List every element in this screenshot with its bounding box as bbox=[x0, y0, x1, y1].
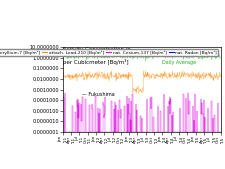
Text: — Fukushima: — Fukushima bbox=[82, 92, 115, 97]
Text: Activity Concentration in
Ground-Level Air in Becquerel
per Cubicmeter [Bq/m³]: Activity Concentration in Ground-Level A… bbox=[63, 47, 145, 65]
Legend: natural Beryllium-7 [Bq/m³], attach. Lead-210 [Bq/m³], nat. Cesium-137 [Bq/m³], : natural Beryllium-7 [Bq/m³], attach. Lea… bbox=[0, 49, 218, 56]
Text: Daily Average: Daily Average bbox=[162, 60, 196, 65]
